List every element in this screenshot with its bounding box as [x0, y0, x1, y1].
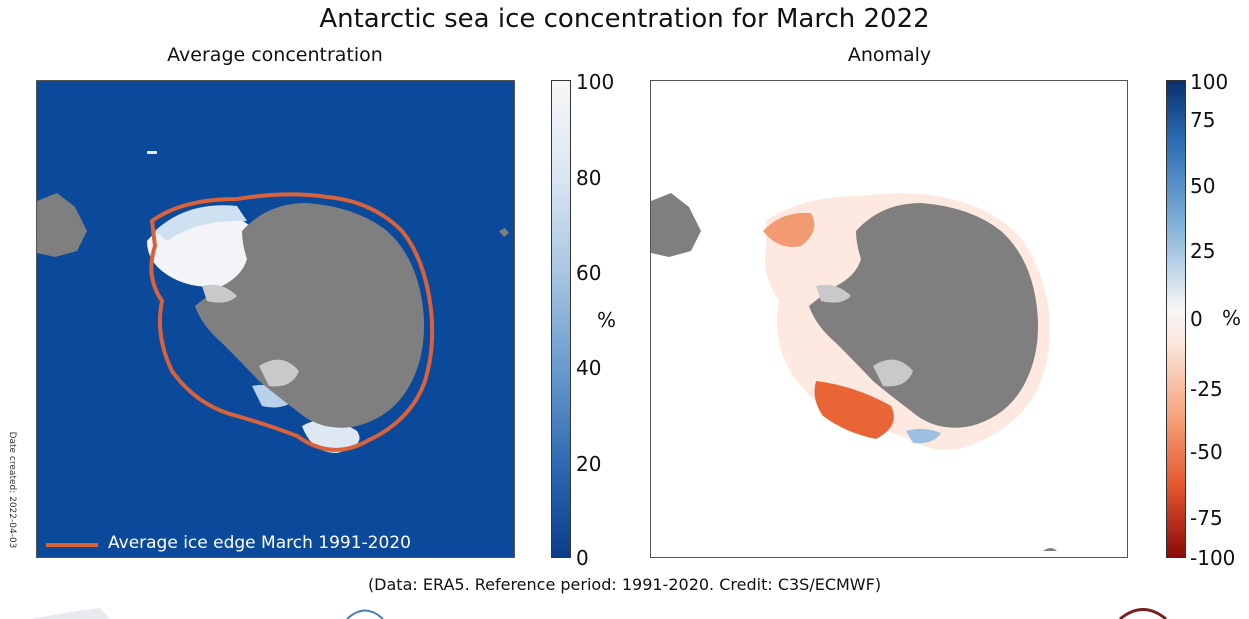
island	[147, 151, 157, 154]
chart-title: Antarctic sea ice concentration for Marc…	[319, 4, 930, 34]
colorbar-unit: %	[1222, 306, 1242, 330]
negative-anomaly-weddell	[763, 212, 815, 247]
ross-ice-shelf	[873, 359, 913, 387]
antarctica-landmass	[809, 203, 1039, 428]
ross-ice-shelf	[259, 359, 299, 387]
colorbar-tick: 100	[576, 70, 615, 94]
average-concentration-map-graphic	[37, 151, 509, 453]
colorbar-tick: 80	[576, 166, 602, 190]
partial-logo	[346, 609, 384, 619]
colorbar-tick: 60	[576, 261, 602, 285]
ronne-ice-shelf	[816, 284, 851, 303]
left-panel-title: Average concentration	[167, 44, 383, 66]
colorbar-tick: 75	[1190, 108, 1216, 132]
colorbar-tick: 25	[1190, 239, 1216, 263]
colorbar-tick: -50	[1190, 440, 1223, 464]
anomaly-map-graphic	[651, 193, 1057, 551]
colorbar-tick: -75	[1190, 506, 1223, 530]
data-credit: (Data: ERA5. Reference period: 1991-2020…	[367, 575, 882, 594]
antarctica-landmass	[195, 203, 425, 428]
concentration-colorbar	[551, 80, 571, 558]
anomaly-map	[650, 80, 1128, 558]
colorbar-tick: 0	[1190, 307, 1203, 331]
anomaly-colorbar	[1166, 80, 1186, 558]
colorbar-tick: 50	[1190, 174, 1216, 198]
positive-anomaly-ross	[906, 428, 941, 444]
island	[499, 228, 509, 237]
average-concentration-map	[36, 80, 515, 558]
colorbar-tick: 0	[576, 546, 589, 570]
ice-edge-legend-swatch	[46, 543, 98, 547]
colorbar-tick: 100	[1190, 70, 1229, 94]
south-america-landmass	[37, 193, 87, 257]
negative-anomaly-ross	[814, 381, 894, 439]
ice-edge-legend-label: Average ice edge March 1991-2020	[108, 533, 411, 553]
south-america-landmass	[651, 193, 701, 257]
partial-logo	[30, 608, 110, 619]
colorbar-tick: 20	[576, 452, 602, 476]
date-created-note: Date created: 2022-04-03	[7, 431, 17, 549]
ronne-ice-shelf	[202, 284, 237, 303]
partial-logo	[1119, 608, 1167, 619]
colorbar-tick: -25	[1190, 377, 1223, 401]
colorbar-tick: -100	[1190, 546, 1236, 570]
island	[1043, 548, 1057, 551]
colorbar-unit: %	[597, 308, 617, 332]
right-panel-title: Anomaly	[847, 44, 932, 66]
sea-ice-weddell-fringe	[155, 205, 247, 241]
ice-edge-1991-2020	[149, 192, 435, 452]
colorbar-tick: 40	[576, 356, 602, 380]
